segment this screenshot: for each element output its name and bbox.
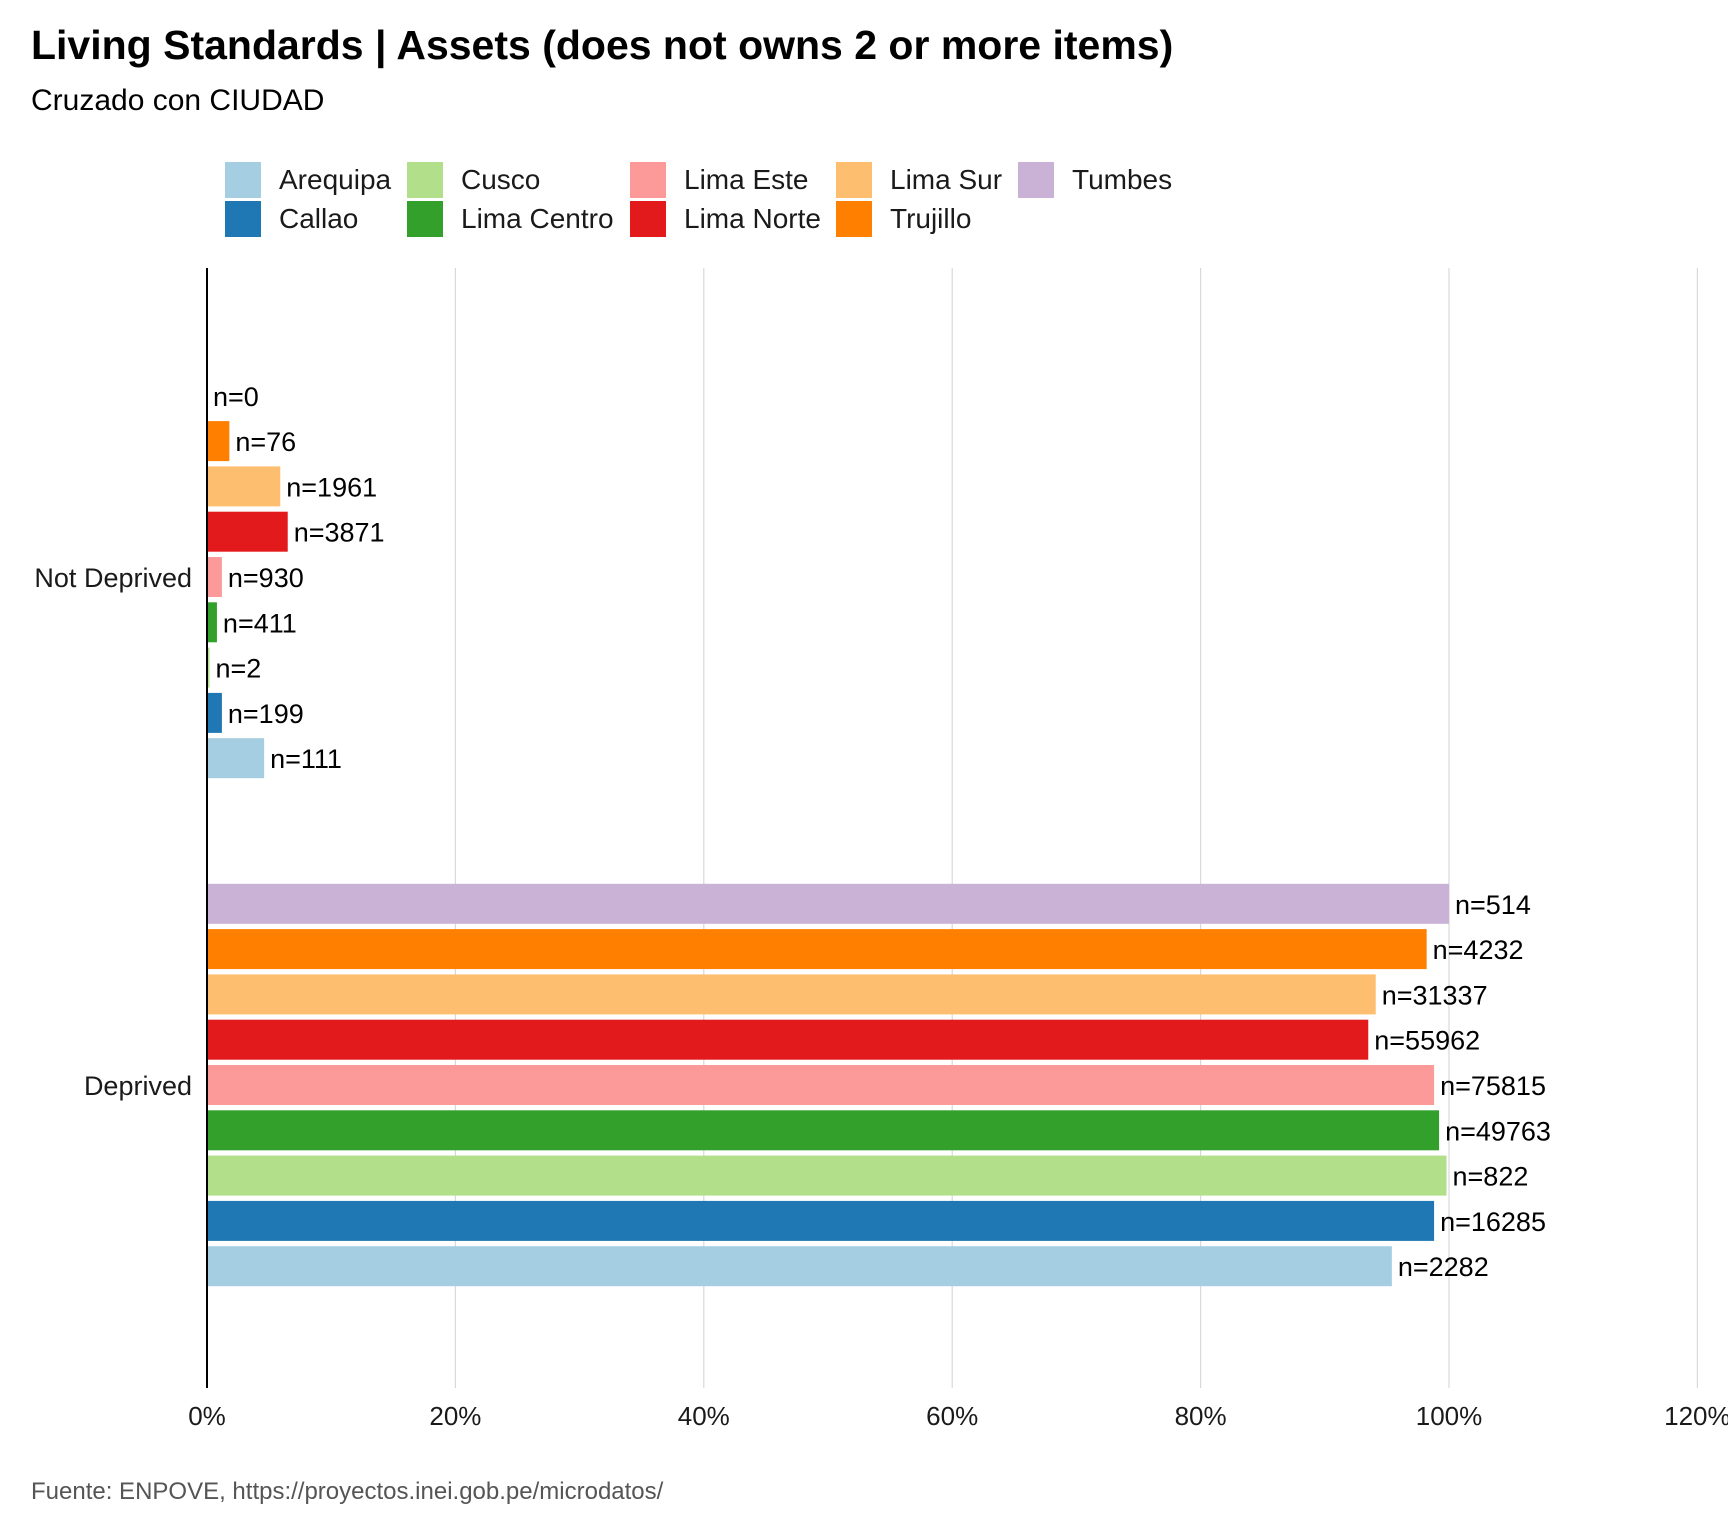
- bar-callao-deprived: [207, 1200, 1435, 1241]
- data-label: n=4232: [1433, 935, 1524, 965]
- data-label: n=3871: [294, 518, 385, 548]
- bar-lima-este-deprived: [207, 1065, 1435, 1105]
- data-label: n=75815: [1440, 1071, 1546, 1101]
- data-label: n=930: [228, 563, 304, 593]
- data-label: n=49763: [1445, 1116, 1551, 1146]
- bar-trujillo-not-deprived: [207, 421, 230, 462]
- bar-tumbes-deprived: [207, 883, 1449, 924]
- chart-subtitle: Cruzado con CIUDAD: [31, 84, 325, 117]
- y-category-label: Deprived: [84, 1071, 192, 1101]
- x-tick-label: 60%: [926, 1401, 978, 1431]
- bar-trujillo-deprived: [207, 929, 1427, 970]
- bar-arequipa-not-deprived: [207, 738, 265, 779]
- data-label: n=822: [1453, 1162, 1529, 1192]
- data-label: n=55962: [1374, 1026, 1480, 1056]
- x-tick-label: 0%: [188, 1401, 226, 1431]
- data-label: n=411: [223, 608, 297, 638]
- bar-lima-sur-not-deprived: [207, 466, 281, 507]
- bar-lima-sur-deprived: [207, 974, 1376, 1015]
- chart-title: Living Standards | Assets (does not owns…: [31, 22, 1174, 68]
- bar-callao-not-deprived: [207, 692, 222, 733]
- x-tick-label: 20%: [429, 1401, 481, 1431]
- x-tick-label: 40%: [678, 1401, 730, 1431]
- source-caption: Fuente: ENPOVE, https://proyectos.inei.g…: [31, 1478, 664, 1505]
- bar-lima-centro-not-deprived: [207, 602, 217, 643]
- data-label: n=16285: [1440, 1207, 1546, 1237]
- x-tick-label: 100%: [1416, 1401, 1483, 1431]
- data-label: n=514: [1455, 890, 1531, 920]
- bar-cusco-deprived: [207, 1155, 1447, 1196]
- y-category-label: Not Deprived: [34, 563, 192, 593]
- data-label: n=199: [228, 699, 304, 729]
- bar-cusco-not-deprived: [207, 647, 210, 688]
- bar-lima-norte-not-deprived: [207, 511, 288, 552]
- data-label: n=1961: [286, 472, 377, 502]
- bar-lima-centro-deprived: [207, 1110, 1440, 1151]
- data-label: n=2282: [1398, 1252, 1489, 1282]
- data-label: n=31337: [1382, 980, 1488, 1010]
- data-label: n=111: [270, 744, 342, 774]
- bar-lima-norte-deprived: [207, 1019, 1369, 1060]
- bar-lima-este-not-deprived: [207, 557, 222, 597]
- bar-arequipa-deprived: [207, 1246, 1392, 1287]
- data-label: n=2: [215, 654, 261, 684]
- data-label: n=76: [235, 427, 296, 457]
- data-label: n=0: [213, 382, 259, 412]
- x-tick-label: 80%: [1175, 1401, 1227, 1431]
- x-tick-label: 120%: [1664, 1401, 1728, 1431]
